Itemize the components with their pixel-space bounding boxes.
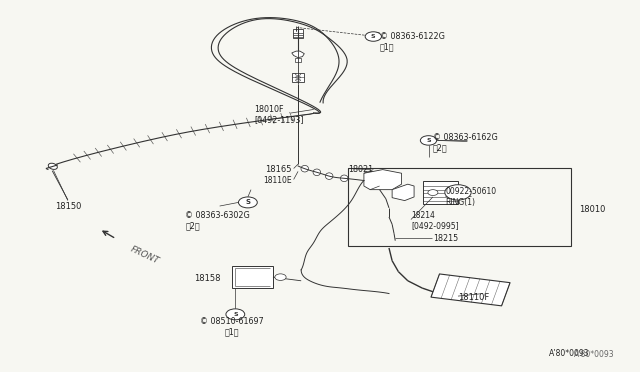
Text: 18010F
[0492-1193]: 18010F [0492-1193] [254,105,304,125]
Text: 18150: 18150 [54,202,81,211]
Circle shape [428,190,438,195]
Text: © 08363-6302G
（2）: © 08363-6302G （2） [185,211,250,230]
Polygon shape [292,73,304,82]
Text: © 08363-6122G
（1）: © 08363-6122G （1） [380,32,444,52]
Circle shape [275,274,286,280]
Circle shape [420,136,436,145]
Ellipse shape [325,173,333,179]
Text: 00922-50610
RING(1): 00922-50610 RING(1) [445,187,497,206]
Polygon shape [364,170,401,190]
Text: S: S [245,199,250,205]
Polygon shape [292,51,305,58]
Text: 18158: 18158 [195,275,221,283]
Ellipse shape [301,166,308,172]
Bar [232,266,273,288]
Text: S: S [371,34,376,39]
Bar [348,168,571,246]
Circle shape [226,309,244,320]
Text: A’80*0093: A’80*0093 [549,349,589,358]
Bar [293,29,303,38]
Text: 18165: 18165 [265,165,292,174]
Polygon shape [392,184,414,201]
Text: © 08363-6162G
（2）: © 08363-6162G （2） [433,132,498,152]
Ellipse shape [296,77,301,78]
Text: S: S [426,138,431,143]
Polygon shape [431,274,510,306]
Text: S: S [233,312,237,317]
Text: 18110F: 18110F [458,293,489,302]
Text: A’80*0093: A’80*0093 [574,350,615,359]
Ellipse shape [340,175,348,182]
Text: © 08510-61697
（1）: © 08510-61697 （1） [200,317,264,336]
Text: 18021: 18021 [348,165,373,174]
Ellipse shape [313,169,321,176]
Ellipse shape [48,163,58,169]
Text: 18110E: 18110E [263,176,292,185]
Circle shape [365,32,381,41]
Text: 18215: 18215 [433,234,458,243]
Circle shape [239,197,257,208]
Text: FRONT: FRONT [129,244,161,266]
Bar [424,180,458,204]
Text: 18010: 18010 [579,205,605,214]
Ellipse shape [296,79,301,81]
Ellipse shape [296,74,301,76]
Circle shape [445,185,471,200]
Text: 18214
[0492-0995]: 18214 [0492-0995] [411,211,459,230]
Polygon shape [295,58,301,62]
